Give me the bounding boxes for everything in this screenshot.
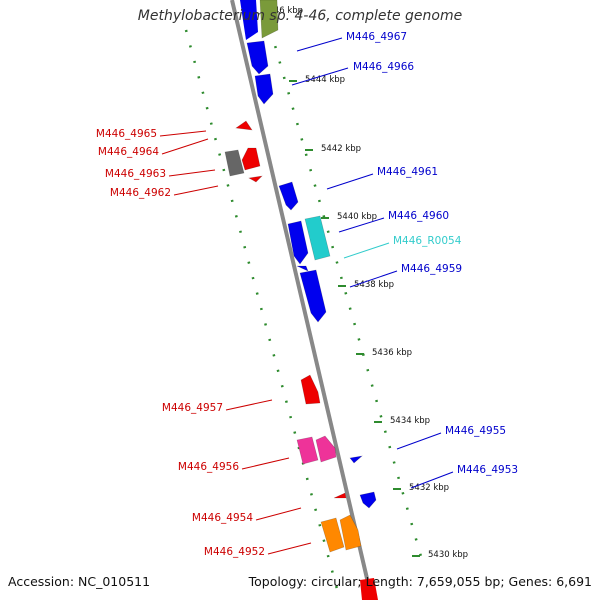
genome-backbone [230, 0, 374, 600]
gene-label-m446_4954[interactable]: M446_4954 [192, 512, 253, 524]
gene-labels: M446_4967 M446_4966 M446_4965 M446_4964 M446… [96, 31, 518, 558]
tick-label: 5438 kbp [354, 280, 394, 290]
gene-feature-m446_4960[interactable] [287, 220, 309, 265]
label-leader-line [291, 67, 349, 86]
gene-label-m446_r0054[interactable]: M446_R0054 [393, 235, 462, 247]
kbp-ticks: 5446 kbp 5444 kbp 5442 kbp 5440 kbp 5438 kbp… [184, 0, 468, 600]
map-title: Methylobacterium sp. 4-46, complete geno… [137, 8, 463, 24]
gene-feature-m446_4963[interactable] [224, 149, 245, 177]
gene-feature-m446_r0054[interactable] [304, 215, 331, 261]
gene-feature-m446_4952[interactable] [320, 517, 345, 553]
gene-feature-m446_4959[interactable] [296, 265, 309, 272]
gene-feature-m446_4956[interactable] [315, 435, 337, 463]
gene-label-m446_4961[interactable]: M446_4961 [377, 166, 438, 178]
right-tick-rail [260, 0, 424, 561]
label-leader-line [349, 270, 398, 288]
gene-feature-offscreen [360, 578, 378, 600]
gene-label-m446_4966[interactable]: M446_4966 [353, 61, 414, 73]
label-leader-line [396, 432, 442, 450]
gene-feature-m446_4967[interactable] [259, 0, 279, 39]
gene-feature-m446_4952[interactable] [339, 514, 362, 551]
gene-feature-m446_4954[interactable] [333, 492, 347, 499]
label-leader-line [410, 471, 454, 489]
label-leader-line [296, 37, 343, 52]
label-leader-line [173, 185, 219, 196]
gene-label-m446_4964[interactable]: M446_4964 [98, 146, 159, 158]
gene-feature-m446_4962[interactable] [248, 175, 263, 183]
tick-label: 5446 kbp [263, 6, 303, 16]
label-leader-line [338, 217, 385, 233]
gene-label-m446_4952[interactable]: M446_4952 [204, 546, 265, 558]
gene-label-m446_4953[interactable]: M446_4953 [457, 464, 518, 476]
gene-label-m446_4956[interactable]: M446_4956 [178, 461, 239, 473]
label-leader-line [326, 173, 374, 190]
gene-features [224, 0, 378, 600]
gene-label-m446_4962[interactable]: M446_4962 [110, 187, 171, 199]
gene-label-m446_4957[interactable]: M446_4957 [162, 402, 223, 414]
tick-label: 5442 kbp [321, 144, 361, 154]
label-leader-line [343, 242, 390, 259]
gene-feature-m446_4955[interactable] [349, 455, 363, 464]
gene-feature-m446_4965[interactable] [235, 120, 253, 131]
label-leader-line [161, 138, 209, 155]
gene-label-m446_4959[interactable]: M446_4959 [401, 263, 462, 275]
gene-feature-m446_4960[interactable] [299, 269, 327, 323]
tick-label: 5434 kbp [390, 416, 430, 426]
gene-label-m446_4963[interactable]: M446_4963 [105, 168, 166, 180]
label-leader-line [168, 169, 216, 177]
label-leader-line [255, 507, 302, 521]
gene-label-m446_4967[interactable]: M446_4967 [346, 31, 407, 43]
label-leader-line [267, 542, 312, 555]
gene-feature-m446_4964[interactable] [241, 147, 261, 171]
label-leader-line [159, 130, 207, 137]
gene-label-m446_4960[interactable]: M446_4960 [388, 210, 449, 222]
gene-feature-m446_4966[interactable] [254, 73, 274, 105]
label-leader-line [241, 457, 290, 470]
gene-feature-m446_4956[interactable] [296, 436, 319, 465]
gene-feature-m446_4957[interactable] [300, 374, 321, 405]
gene-label-m446_4955[interactable]: M446_4955 [445, 425, 506, 437]
gene-label-m446_4965[interactable]: M446_4965 [96, 128, 157, 140]
tick-label: 5436 kbp [372, 348, 412, 358]
tick-label: 5440 kbp [337, 212, 377, 222]
tick-label: 5432 kbp [409, 483, 449, 493]
gene-feature-offscreen [240, 0, 258, 40]
tick-label: 5444 kbp [305, 75, 345, 85]
genome-summary-text: Topology: circular; Length: 7,659,055 bp… [248, 574, 592, 589]
gene-feature-m446_4966[interactable] [246, 40, 269, 75]
accession-text: Accession: NC_010511 [8, 574, 151, 589]
label-leader-line [225, 399, 273, 411]
gene-feature-m446_4953[interactable] [359, 491, 377, 509]
tick-label: 5430 kbp [428, 550, 468, 560]
gene-feature-m446_4961[interactable] [278, 181, 299, 211]
